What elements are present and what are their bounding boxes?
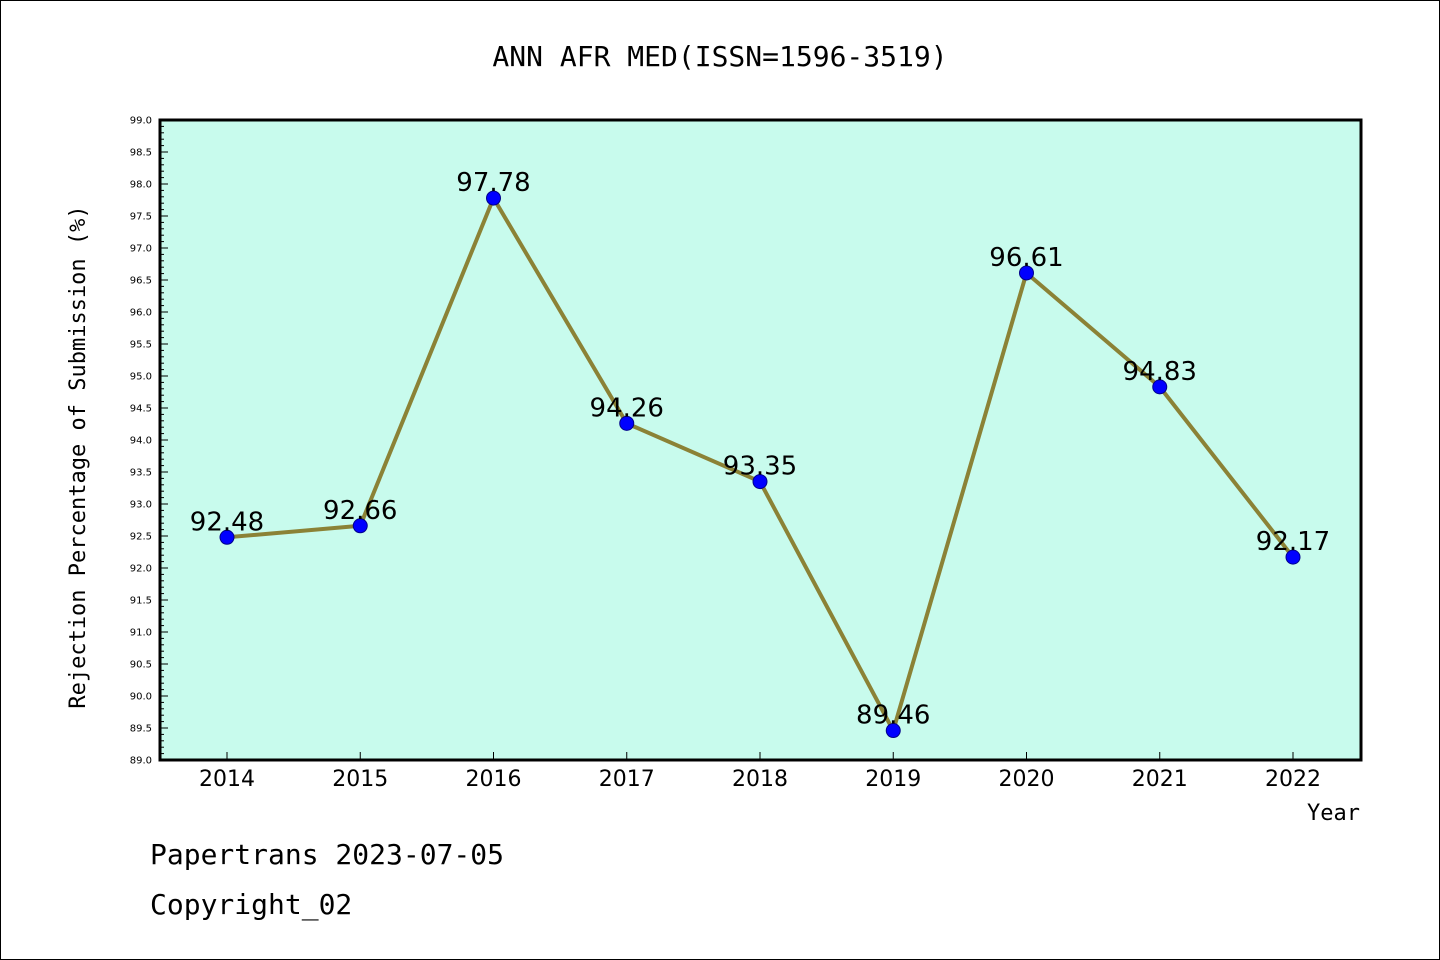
plot-area xyxy=(160,120,1361,760)
y-tick-label: 90.5 xyxy=(130,660,152,671)
data-point xyxy=(352,518,368,534)
y-tick-label: 96.5 xyxy=(130,276,152,287)
x-tick-label: 2022 xyxy=(1265,767,1321,792)
data-label: 93.35 xyxy=(723,452,797,482)
x-tick-label: 2019 xyxy=(865,767,921,792)
data-point xyxy=(885,723,901,739)
y-tick-label: 93.0 xyxy=(130,500,152,511)
y-tick-label: 89.5 xyxy=(130,724,152,735)
y-tick-label: 92.0 xyxy=(130,564,152,575)
data-label: 92.48 xyxy=(190,507,264,537)
y-tick-label: 96.0 xyxy=(130,308,152,319)
y-tick-label: 94.5 xyxy=(130,404,152,415)
x-axis-ticks: 2014 2015 2016 2017 2018 2019 2020 2021 2022 xyxy=(199,752,1321,792)
y-tick-label: 90.0 xyxy=(130,692,152,703)
footer-date: Papertrans 2023-07-05 xyxy=(150,838,504,871)
y-tick-label: 98.0 xyxy=(130,180,152,191)
y-tick-label: 89.0 xyxy=(130,756,152,767)
x-tick-label: 2016 xyxy=(466,767,522,792)
plot-border xyxy=(158,118,1363,762)
data-point xyxy=(219,529,235,545)
data-label: 94.83 xyxy=(1123,357,1197,387)
y-tick-label: 92.5 xyxy=(130,532,152,543)
data-point xyxy=(1019,265,1034,281)
data-point xyxy=(1285,549,1301,565)
data-label: 89.46 xyxy=(856,701,930,731)
y-tick-label: 91.0 xyxy=(130,628,152,639)
y-tick-label: 97.5 xyxy=(130,212,152,223)
data-point xyxy=(619,415,635,431)
y-axis-label: Rejection Percentage of Submission (%) xyxy=(66,205,91,708)
x-tick-label: 2018 xyxy=(732,767,788,792)
series-group: 92.48 92.66 97.78 94.26 93.35 89.46 96.61 94.83… xyxy=(190,168,1330,739)
data-label: 92.17 xyxy=(1256,527,1330,557)
x-tick-label: 2015 xyxy=(332,767,388,792)
data-label: 96.61 xyxy=(989,243,1063,273)
x-tick-label: 2020 xyxy=(999,767,1055,792)
x-tick-label: 2017 xyxy=(599,767,655,792)
x-tick-label: 2014 xyxy=(199,767,255,792)
y-tick-label: 98.5 xyxy=(130,148,152,159)
y-tick-label: 94.0 xyxy=(130,436,152,447)
data-point xyxy=(486,190,501,206)
footer-copyright: Copyright_02 xyxy=(150,888,352,922)
y-tick-label: 93.5 xyxy=(130,468,152,479)
data-point xyxy=(1152,379,1168,395)
data-label: 94.26 xyxy=(590,393,664,423)
y-tick-label: 91.5 xyxy=(130,596,152,607)
x-axis-label: Year xyxy=(1307,801,1360,826)
data-point xyxy=(752,474,768,490)
y-tick-label: 95.0 xyxy=(130,372,152,383)
data-label: 92.66 xyxy=(323,496,397,526)
data-label: 97.78 xyxy=(456,168,530,198)
y-tick-label: 97.0 xyxy=(130,244,152,255)
y-tick-label: 95.5 xyxy=(130,340,152,351)
chart-title: ANN AFR MED(ISSN=1596-3519) xyxy=(492,40,947,73)
x-tick-label: 2021 xyxy=(1132,767,1188,792)
y-tick-label: 99.0 xyxy=(130,116,152,127)
